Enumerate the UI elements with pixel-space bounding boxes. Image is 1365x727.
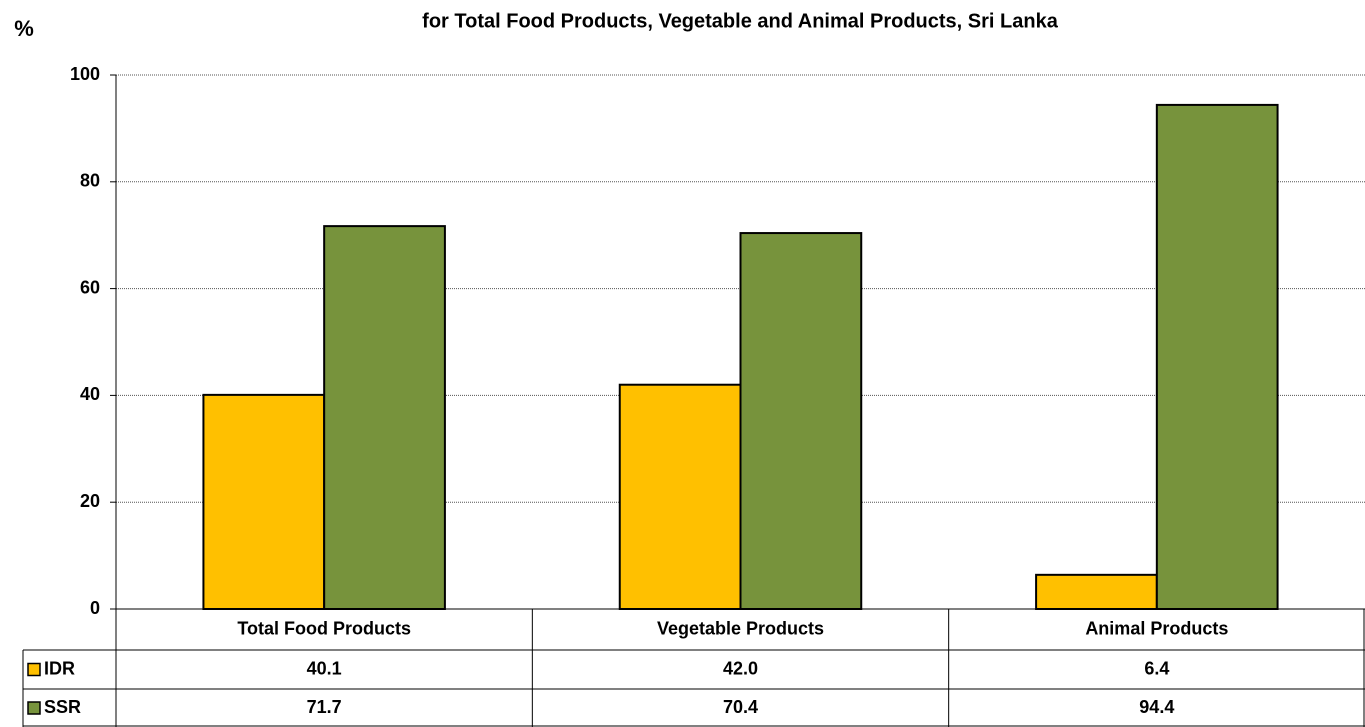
table-value: 40.1 [307,658,342,678]
y-tick-label: 60 [80,277,100,297]
bar [202,393,326,610]
y-tick-label: 0 [90,598,100,618]
table-value: 6.4 [1144,658,1169,678]
x-tick-label: Total Food Products [237,618,411,638]
bar [739,232,863,610]
bar [618,383,742,610]
table-value: 70.4 [723,697,758,717]
y-tick-label: 80 [80,171,100,191]
legend-swatch [27,701,41,715]
legend-swatch [27,662,41,677]
table-value: 94.4 [1139,697,1174,717]
table-value: 42.0 [723,658,758,678]
table-value: 71.7 [307,697,342,717]
bar [1155,103,1279,611]
y-tick-label: 40 [80,384,100,404]
x-tick-label: Animal Products [1085,618,1228,638]
bar [323,225,446,610]
legend-label: SSR [44,697,81,717]
y-axis-label: % [14,16,34,41]
x-tick-label: Vegetable Products [657,618,824,638]
y-tick-label: 20 [80,491,100,511]
bar [1035,573,1158,610]
legend-label: IDR [44,658,75,678]
y-tick-label: 100 [70,64,100,84]
chart-title: for Total Food Products, Vegetable and A… [422,10,1059,32]
